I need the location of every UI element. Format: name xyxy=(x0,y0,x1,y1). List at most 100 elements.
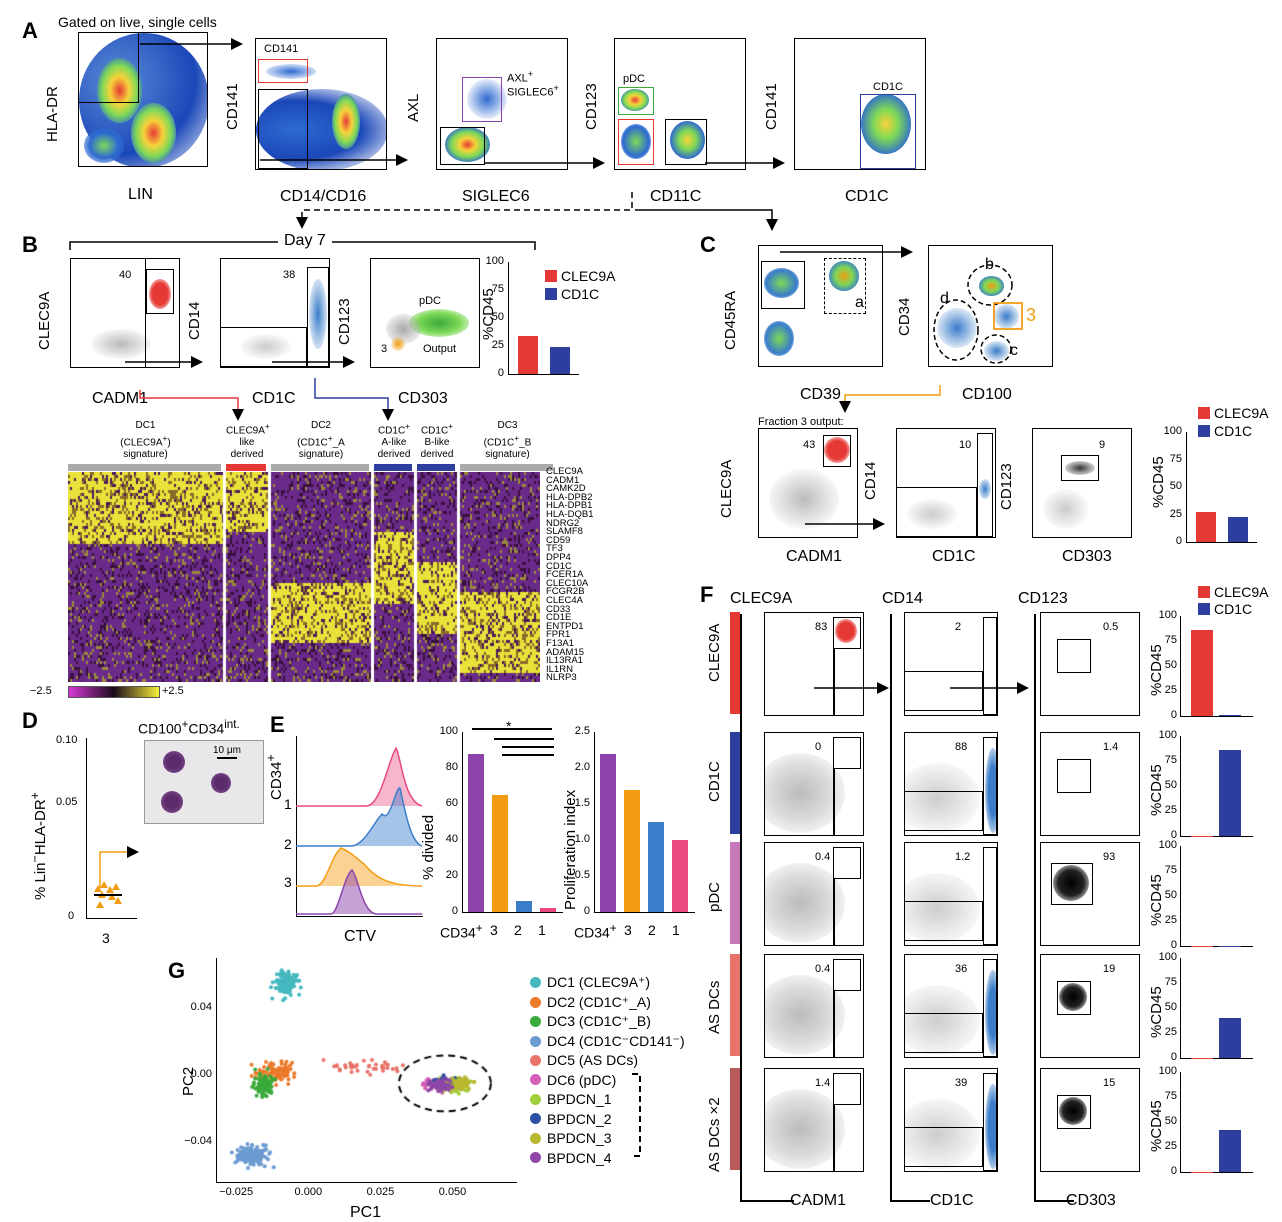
f-plot-3: 19 xyxy=(1040,954,1140,1058)
f-row-label-0: CLEC9A xyxy=(706,623,723,682)
g-legend-label-7: BPDCN_2 xyxy=(547,1110,612,1127)
f-bar-tick: 75 xyxy=(1164,976,1177,988)
f-plot-2: 88 xyxy=(904,732,998,836)
e-divided-ylab: % divided xyxy=(420,814,437,880)
heat-group-bar-4 xyxy=(417,464,455,471)
heat-group-l1: CLEC9A+ xyxy=(226,421,270,437)
f-gate-line xyxy=(833,991,835,1057)
gene-label-5: HLA-DQB1 xyxy=(546,509,594,520)
b-arrows xyxy=(125,356,355,368)
f-gate-line xyxy=(833,649,835,715)
g-legend-row-7: BPDCN_2 xyxy=(530,1111,612,1127)
e-pro-bar-2 xyxy=(648,822,664,912)
f-bar-1 xyxy=(1219,714,1241,716)
g-legend-row-6: BPDCN_1 xyxy=(530,1091,612,1107)
e-sig-line-1 xyxy=(494,738,554,740)
heat-group-sup: + xyxy=(264,421,270,431)
b-bar-bar-0 xyxy=(518,335,538,374)
f-plot-2: 36 xyxy=(904,954,998,1058)
e-pro-tick: 1.0 xyxy=(574,833,590,845)
f-legend-row: CD1C xyxy=(1198,601,1268,617)
heat-group-paren: ) xyxy=(167,437,171,449)
f-plot-1: 83 xyxy=(764,612,864,716)
f-blob-grey xyxy=(765,975,845,1055)
f-axis-h-2 xyxy=(1034,1200,1074,1202)
e-prolif-chart: 2.5 2.0 1.5 1.0 0.5 0 xyxy=(575,725,695,917)
f-bar: 100 75 50 25 0 xyxy=(1159,1065,1253,1177)
d-title2: CD34 xyxy=(188,720,225,737)
f-bar-ylab: %CD45 xyxy=(1148,874,1165,926)
heat-scale-bar xyxy=(68,686,160,698)
heat-group-l3: signature) xyxy=(123,449,168,461)
e-div-bar-3 xyxy=(540,908,556,912)
legend-swatch-red xyxy=(545,270,557,282)
a4-gate: pDC xyxy=(623,73,646,85)
f-bar-tick: 25 xyxy=(1164,1026,1177,1038)
f-bar-1 xyxy=(1219,1018,1241,1058)
g-legend-row-4: DC5 (AS DCs) xyxy=(530,1052,638,1068)
a2-gate: CD141 xyxy=(264,43,299,55)
e-div-axis xyxy=(462,732,563,913)
c-bar-chart: 100 75 50 25 0 xyxy=(1164,425,1266,547)
f-num-1: 0.4 xyxy=(815,851,831,863)
a2-xlab: CD14/CD16 xyxy=(280,188,367,205)
gene-label-11: CD1C xyxy=(546,560,572,572)
d-ylab2: HLA-DR xyxy=(32,799,49,856)
e-div-bar-1 xyxy=(492,795,508,912)
f-bar-tick: 100 xyxy=(1158,609,1177,621)
gene-label-12: FCER1A xyxy=(546,569,584,581)
c2-three: 3 xyxy=(1026,305,1037,325)
g-legend: DC1 (CLEC9A⁺) DC2 (CD1C⁺_A) DC3 (CD1C⁺_B) D… xyxy=(530,974,700,1174)
e-pro-bar-3 xyxy=(672,840,688,912)
e-pro-cat-1: 3 xyxy=(624,922,632,938)
f-gate xyxy=(983,737,997,835)
g-legend-dot xyxy=(530,1132,541,1144)
c2-d: d xyxy=(940,290,949,307)
e-sig-line-0 xyxy=(472,728,552,730)
c-plot-1: a xyxy=(758,245,883,367)
f-xlab-2: CD303 xyxy=(1066,1192,1116,1209)
gene-label-20: F13A1 xyxy=(546,638,574,649)
f-bar-tick: 75 xyxy=(1164,864,1177,876)
f-row-label-4: AS DCs ×2 xyxy=(706,1097,723,1172)
b-bar-tick: 100 xyxy=(485,255,504,267)
a-plot-1 xyxy=(78,32,208,167)
b-plot-1: 40 xyxy=(70,258,180,368)
c-fraction: Fraction 3 output: xyxy=(758,416,844,428)
c2-c: c xyxy=(1010,342,1018,359)
gene-label-2: CAMK2D xyxy=(546,483,586,495)
f-legend: CLEC9A CD1C xyxy=(1198,584,1268,618)
f-bar-tick: 25 xyxy=(1164,1140,1177,1152)
f-row-label-2: pDC xyxy=(706,881,723,912)
c-bar-tick: 25 xyxy=(1169,507,1182,520)
f-plot-1: 1.4 xyxy=(764,1068,864,1172)
gene-label-4: HLA-DPB1 xyxy=(546,500,593,512)
g-xtick-3: 0.050 xyxy=(438,1186,467,1198)
f-arrows xyxy=(814,682,1029,694)
f-gate xyxy=(1051,863,1093,905)
f-bar-tick: 0 xyxy=(1170,709,1177,721)
f-blob-grey xyxy=(905,985,980,1055)
gene-label-24: NLRP3 xyxy=(546,672,577,684)
legend-swatch-blue xyxy=(545,288,557,300)
gene-label-15: CLEC4A xyxy=(546,595,583,606)
e-div-tick: 0 xyxy=(451,905,458,917)
f-plot-2: 2 xyxy=(904,612,998,716)
c-bar-tick: 100 xyxy=(1163,425,1182,437)
f-row-bar-1 xyxy=(730,732,740,834)
g-xtick-0: −0.025 xyxy=(219,1186,254,1198)
d-plot xyxy=(86,738,137,919)
f-bar-tick: 75 xyxy=(1164,754,1177,766)
b-plot-2: 38 xyxy=(220,258,330,368)
f-bar: 100 75 50 25 0 xyxy=(1159,729,1253,841)
f-gate xyxy=(833,617,861,649)
f-bar-1 xyxy=(1219,750,1241,836)
heat-group-bar-1 xyxy=(226,464,266,471)
panel-c-letter: C xyxy=(700,232,716,257)
panel-b-letter: B xyxy=(22,232,38,257)
pca-plot xyxy=(216,958,517,1183)
f-num-3: 93 xyxy=(1103,851,1116,863)
g-legend-row-1: DC2 (CD1C⁺_A) xyxy=(530,994,651,1011)
heat-group-label-3: CD1C+ A-like derived xyxy=(374,420,414,461)
f-blob-black xyxy=(1053,865,1089,901)
